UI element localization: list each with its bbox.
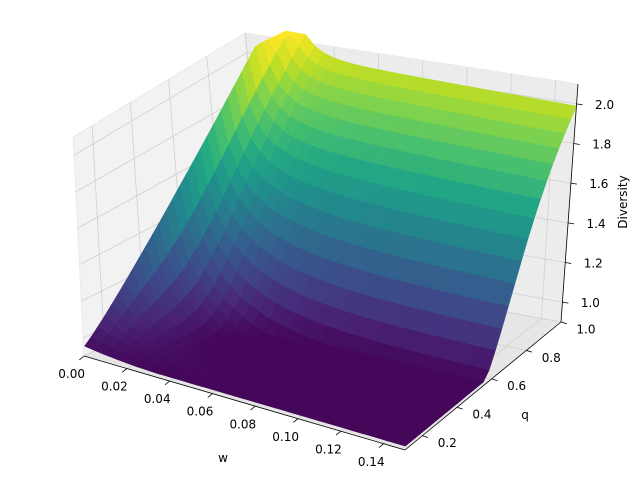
- diversity-tick-label: 1.8: [592, 138, 611, 152]
- w-tick: [250, 405, 256, 411]
- q-tick: [560, 321, 567, 325]
- w-tick-label: 0.14: [358, 455, 385, 469]
- w-tick-label: 0.10: [272, 430, 299, 444]
- q-tick-label: 0.6: [507, 379, 526, 393]
- diversity-tick: [573, 143, 580, 145]
- w-tick: [335, 430, 342, 436]
- diversity-tick: [565, 262, 572, 264]
- w-tick: [164, 380, 170, 386]
- q-tick-label: 1.0: [576, 322, 595, 336]
- diversity-tick-label: 1.6: [589, 177, 608, 191]
- q-tick: [422, 435, 429, 438]
- diversity-tick: [568, 222, 575, 225]
- w-tick-label: 0.12: [315, 442, 342, 456]
- diversity-tick-label: 1.0: [581, 296, 600, 310]
- w-tick: [79, 355, 85, 361]
- q-tick-label: 0.8: [542, 351, 561, 365]
- diversity-tick-label: 2.0: [595, 98, 614, 112]
- w-tick: [293, 418, 299, 423]
- q-tick: [491, 378, 498, 381]
- diversity-axis-label: Diversity: [616, 175, 630, 228]
- w-tick-label: 0.02: [101, 380, 128, 394]
- w-axis-label: w: [218, 451, 228, 465]
- diversity-axis-line: [560, 83, 579, 323]
- q-axis-label: q: [521, 408, 529, 422]
- diversity-tick: [576, 103, 583, 106]
- w-tick: [207, 393, 213, 398]
- tick-marks: 0.00 0.02 0.04 0.06 0.08 0.10 0.12 0.14 0.2 0.4 0.…: [58, 98, 614, 469]
- w-axis-line: [83, 355, 406, 451]
- w-tick-label: 0.06: [187, 405, 214, 419]
- w-tick-label: 0.08: [229, 417, 256, 431]
- diversity-tick: [570, 182, 577, 185]
- diversity-tick: [562, 301, 569, 304]
- diversity-tick-label: 1.4: [587, 217, 606, 231]
- w-tick-label: 0.00: [58, 367, 85, 381]
- surface-patch: [393, 438, 412, 447]
- diversity-surface: [84, 30, 577, 447]
- w-tick: [121, 368, 128, 373]
- w-tick-label: 0.04: [144, 392, 171, 406]
- q-tick-label: 0.2: [438, 436, 457, 450]
- q-tick: [526, 350, 533, 353]
- q-tick: [456, 406, 463, 410]
- axis-lines: [83, 83, 579, 451]
- diversity-tick-label: 1.2: [584, 257, 603, 271]
- q-axis-line: [404, 321, 562, 451]
- w-tick: [378, 443, 384, 448]
- q-tick-label: 0.4: [472, 408, 491, 422]
